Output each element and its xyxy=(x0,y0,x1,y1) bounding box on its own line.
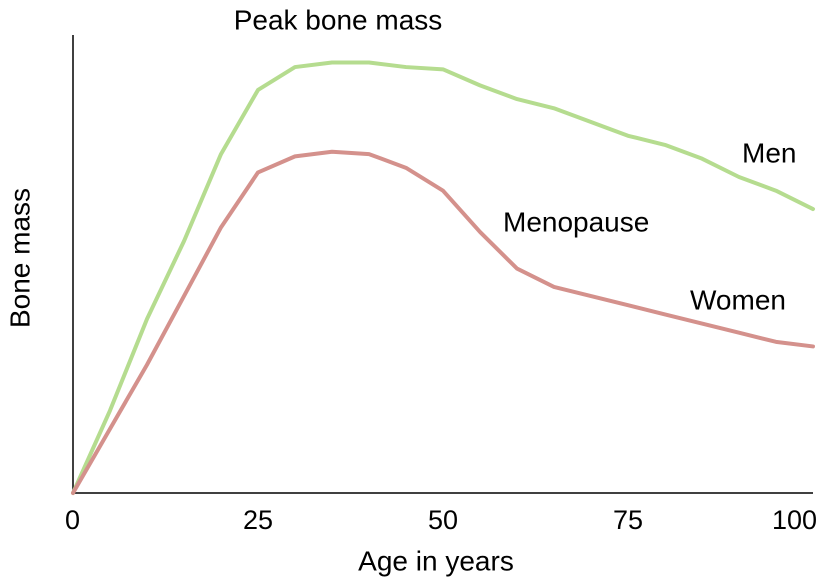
series-label: Men xyxy=(742,137,796,168)
annotation: Peak bone mass xyxy=(234,4,443,35)
x-tick-label: 25 xyxy=(243,505,273,535)
x-tick-label: 100 xyxy=(772,505,817,535)
line xyxy=(71,149,815,495)
series-label: Women xyxy=(690,284,786,315)
x-tick-label: 75 xyxy=(613,505,643,535)
x-axis-label: Age in years xyxy=(358,545,514,576)
line xyxy=(71,60,815,495)
x-tick-label: 50 xyxy=(428,505,458,535)
annotation: Menopause xyxy=(503,206,649,237)
y-axis-label: Bone mass xyxy=(4,188,35,328)
x-tick-label: 0 xyxy=(65,505,80,535)
